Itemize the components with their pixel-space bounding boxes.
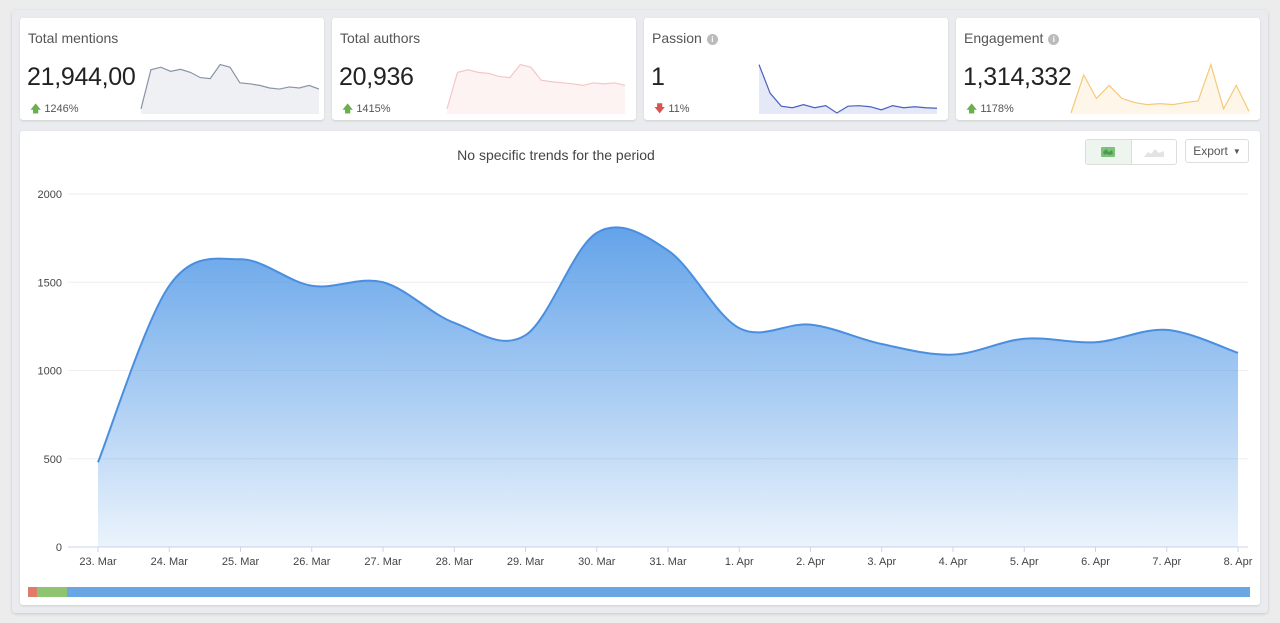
range-segment: [67, 587, 1250, 597]
card-value: 1: [651, 63, 665, 91]
map-view-button[interactable]: [1086, 140, 1132, 164]
card-engagement[interactable]: Engagement i 1,314,332 🡅 1178%: [956, 18, 1260, 120]
info-icon[interactable]: i: [706, 34, 718, 45]
card-value: 21,944,00: [27, 63, 136, 91]
sparkline-area: [447, 64, 625, 114]
x-tick-label: 2. Apr: [796, 556, 825, 568]
x-tick-label: 3. Apr: [867, 556, 896, 568]
x-tick-label: 25. Mar: [222, 556, 260, 568]
card-delta: 🡅 1178%: [966, 100, 1014, 119]
export-button[interactable]: Export ▼: [1185, 139, 1249, 163]
sparkline-chart: [446, 63, 626, 114]
x-tick-label: 29. Mar: [507, 556, 545, 568]
caret-down-icon: ▼: [1232, 146, 1241, 156]
y-tick-label: 500: [44, 454, 62, 466]
sparkline-chart: [758, 64, 938, 114]
y-tick-label: 1500: [38, 277, 62, 289]
arrow-up-icon: 🡅: [30, 103, 42, 115]
area-fill: [98, 227, 1238, 547]
range-segment: [28, 587, 37, 597]
range-segment: [36, 587, 68, 597]
x-tick-label: 4. Apr: [939, 556, 968, 568]
sparkline-line: [758, 64, 938, 114]
x-tick-label: 6. Apr: [1081, 556, 1110, 568]
y-tick-label: 2000: [38, 189, 62, 201]
area-view-button[interactable]: [1132, 140, 1177, 164]
range-selector-bar[interactable]: [28, 587, 1250, 597]
dashboard-frame: Total mentions 21,944,00 🡅 1246% Total au…: [12, 10, 1268, 613]
sparkline-area: [1071, 64, 1249, 114]
x-tick-label: 8. Apr: [1224, 556, 1253, 568]
chart-view-toggle[interactable]: [1085, 139, 1177, 165]
card-title: Total authors: [340, 30, 421, 46]
x-tick-label: 30. Mar: [578, 556, 616, 568]
x-tick-label: 5. Apr: [1010, 556, 1039, 568]
arrow-up-icon: 🡅: [966, 103, 978, 115]
arrow-up-icon: 🡅: [342, 103, 354, 115]
card-passion[interactable]: Passion i 1 🡇 11%: [644, 18, 948, 120]
card-title: Total mentions: [28, 30, 119, 46]
card-delta: 🡅 1415%: [342, 100, 391, 119]
chart-title: No specific trends for the period: [457, 147, 655, 163]
sparkline-area: [759, 64, 937, 114]
x-tick-label: 28. Mar: [436, 556, 474, 568]
x-tick-label: 7. Apr: [1152, 556, 1181, 568]
area-chart-icon: [1143, 149, 1164, 157]
info-icon[interactable]: i: [1048, 34, 1060, 45]
y-tick-label: 1000: [38, 366, 62, 378]
area-line: [97, 226, 1239, 463]
x-tick-label: 27. Mar: [364, 556, 402, 568]
card-delta: 🡇 11%: [654, 100, 690, 119]
x-tick-label: 1. Apr: [725, 556, 754, 568]
map-icon: [1101, 147, 1116, 157]
sparkline-chart: [140, 63, 320, 114]
y-tick-label: 0: [56, 542, 62, 554]
sparkline-line: [140, 63, 320, 109]
x-tick-label: 23. Mar: [79, 556, 117, 568]
sparkline-line: [1070, 62, 1250, 114]
card-delta: 🡅 1246%: [30, 100, 79, 119]
card-value: 20,936: [339, 63, 414, 91]
x-tick-label: 24. Mar: [151, 556, 189, 568]
card-title: Passion i: [652, 30, 718, 46]
arrow-down-icon: 🡇: [654, 103, 666, 115]
x-tick-label: 31. Mar: [649, 556, 687, 568]
area-chart[interactable]: 0 500 1000 1500 2000 23. Mar 24. Mar 25. Mar 26.…: [20, 131, 1260, 581]
sparkline-area: [141, 64, 319, 114]
x-tick-label: 26. Mar: [293, 556, 331, 568]
card-title: Engagement i: [964, 30, 1060, 46]
card-total-authors[interactable]: Total authors 20,936 🡅 1415%: [332, 18, 636, 120]
sparkline-line: [446, 63, 626, 109]
sparkline-chart: [1070, 62, 1250, 114]
mentions-chart-panel: 0 500 1000 1500 2000 23. Mar 24. Mar 25. Mar 26.…: [20, 131, 1260, 605]
card-total-mentions[interactable]: Total mentions 21,944,00 🡅 1246%: [20, 18, 324, 120]
card-value: 1,314,332: [963, 63, 1072, 91]
